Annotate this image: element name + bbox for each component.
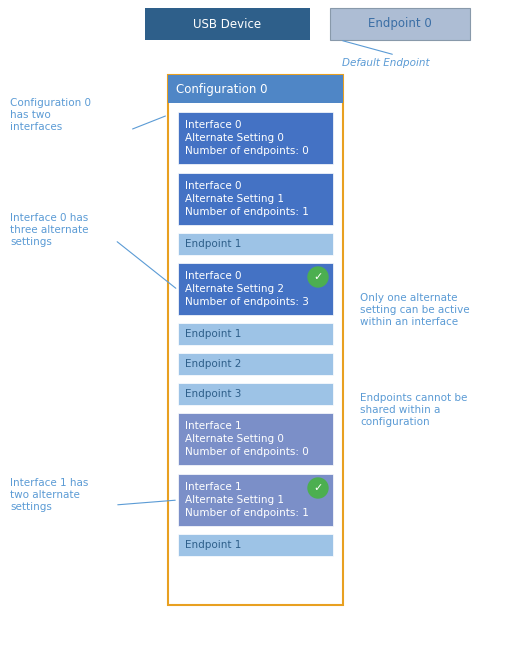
Bar <box>330 8 470 40</box>
Text: Endpoint 2: Endpoint 2 <box>185 359 241 369</box>
Bar <box>178 112 333 164</box>
Text: Alternate Setting 1: Alternate Setting 1 <box>185 194 284 204</box>
Text: Alternate Setting 2: Alternate Setting 2 <box>185 284 284 294</box>
Text: Number of endpoints: 1: Number of endpoints: 1 <box>185 207 309 217</box>
Text: USB Device: USB Device <box>193 18 261 31</box>
Bar <box>145 8 310 40</box>
Bar <box>178 233 333 255</box>
Text: Interface 1: Interface 1 <box>185 482 242 492</box>
Text: Endpoints cannot be
shared within a
configuration: Endpoints cannot be shared within a conf… <box>360 393 467 426</box>
Bar <box>178 534 333 556</box>
Text: Endpoint 1: Endpoint 1 <box>185 239 241 249</box>
Text: Interface 1 has
two alternate
settings: Interface 1 has two alternate settings <box>10 478 88 512</box>
Text: Number of endpoints: 0: Number of endpoints: 0 <box>185 447 309 458</box>
Text: Alternate Setting 0: Alternate Setting 0 <box>185 434 284 444</box>
Text: ✓: ✓ <box>313 483 323 493</box>
Text: Configuration 0
has two
interfaces: Configuration 0 has two interfaces <box>10 98 91 132</box>
Bar <box>178 263 333 315</box>
Bar <box>178 323 333 345</box>
Text: Number of endpoints: 0: Number of endpoints: 0 <box>185 146 309 156</box>
Text: Number of endpoints: 1: Number of endpoints: 1 <box>185 508 309 518</box>
Text: Endpoint 1: Endpoint 1 <box>185 540 241 550</box>
Text: Alternate Setting 0: Alternate Setting 0 <box>185 133 284 143</box>
Text: Interface 0: Interface 0 <box>185 181 241 191</box>
Circle shape <box>308 478 328 498</box>
Text: Interface 0: Interface 0 <box>185 120 241 130</box>
Text: Alternate Setting 1: Alternate Setting 1 <box>185 495 284 505</box>
Circle shape <box>308 267 328 287</box>
Text: Number of endpoints: 3: Number of endpoints: 3 <box>185 298 309 307</box>
Bar <box>178 383 333 405</box>
Text: Default Endpoint: Default Endpoint <box>342 58 430 68</box>
Text: Only one alternate
setting can be active
within an interface: Only one alternate setting can be active… <box>360 294 469 327</box>
Bar <box>178 173 333 225</box>
Bar <box>178 413 333 465</box>
Bar <box>168 75 343 103</box>
Bar <box>168 75 343 605</box>
Text: Interface 0 has
three alternate
settings: Interface 0 has three alternate settings <box>10 214 89 247</box>
Bar <box>178 474 333 526</box>
Text: Interface 1: Interface 1 <box>185 421 242 431</box>
Bar <box>178 353 333 375</box>
Text: Endpoint 0: Endpoint 0 <box>368 18 432 31</box>
Text: Configuration 0: Configuration 0 <box>176 83 268 96</box>
Text: Endpoint 3: Endpoint 3 <box>185 389 241 399</box>
Text: ✓: ✓ <box>313 272 323 282</box>
Text: Endpoint 1: Endpoint 1 <box>185 329 241 339</box>
Text: Interface 0: Interface 0 <box>185 271 241 281</box>
